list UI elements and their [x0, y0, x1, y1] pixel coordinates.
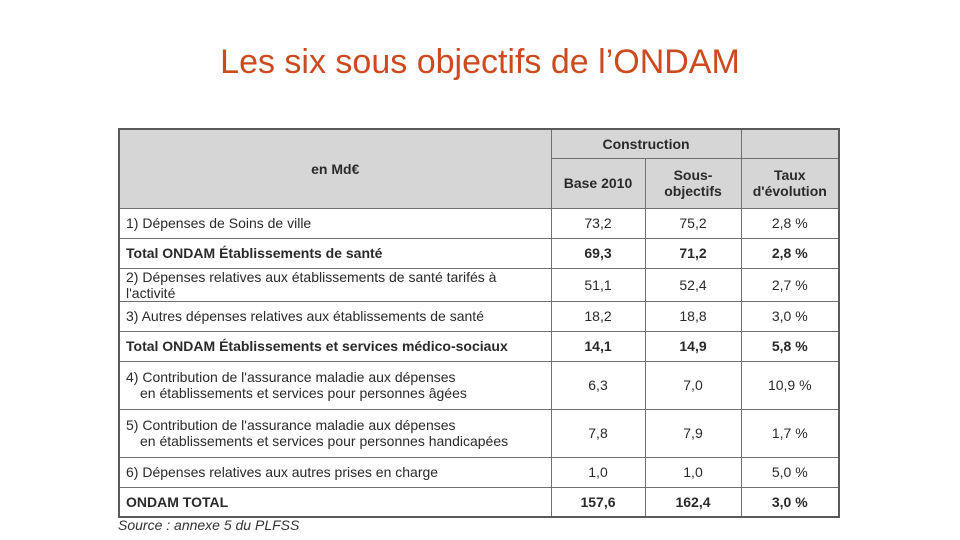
row-label-line1: 4) Contribution de l'assurance maladie a…: [126, 369, 456, 385]
row-label-line2: en établissements et services pour perso…: [140, 433, 509, 449]
row-label: ONDAM TOTAL: [118, 486, 552, 518]
table-row: 5) Contribution de l'assurance maladie a…: [118, 408, 840, 458]
sous-objectif-value: 7,9: [644, 408, 742, 458]
taux-value: 3,0 %: [740, 300, 840, 332]
table-row: 4) Contribution de l'assurance maladie a…: [118, 360, 840, 410]
base-value: 73,2: [550, 207, 646, 239]
taux-value: 5,0 %: [740, 456, 840, 488]
sous-objectifs-header: Sous-objectifs: [644, 157, 742, 209]
taux-value: 2,8 %: [740, 237, 840, 269]
row-label: 3) Autres dépenses relatives aux établis…: [118, 300, 552, 332]
taux-value: 1,7 %: [740, 408, 840, 458]
row-label: 2) Dépenses relatives aux établissements…: [118, 267, 552, 302]
table-row-total: Total ONDAM Établissements et services m…: [118, 330, 840, 362]
ondam-table: en Md€ Construction Base 2010 Sous-objec…: [118, 128, 841, 518]
slide-title: Les six sous objectifs de l’ONDAM: [220, 43, 740, 81]
row-label: 6) Dépenses relatives aux autres prises …: [118, 456, 552, 488]
table-row: 3) Autres dépenses relatives aux établis…: [118, 300, 840, 332]
construction-header: Construction: [550, 128, 742, 159]
row-label: 5) Contribution de l'assurance maladie a…: [118, 408, 552, 458]
sous-objectif-value: 71,2: [644, 237, 742, 269]
header-empty-cell: [740, 128, 840, 159]
base-2010-header: Base 2010: [550, 157, 646, 209]
row-label: Total ONDAM Établissements de santé: [118, 237, 552, 269]
sous-objectif-value: 1,0: [644, 456, 742, 488]
taux-evolution-header: Taux d'évolution: [740, 157, 840, 209]
base-value: 18,2: [550, 300, 646, 332]
row-label-line2: en établissements et services pour perso…: [140, 385, 467, 401]
taux-value: 5,8 %: [740, 330, 840, 362]
sous-objectif-value: 14,9: [644, 330, 742, 362]
unit-header: en Md€: [118, 128, 552, 209]
row-label-line1: 5) Contribution de l'assurance maladie a…: [126, 417, 456, 433]
base-value: 14,1: [550, 330, 646, 362]
table-row-grand-total: ONDAM TOTAL 157,6 162,4 3,0 %: [118, 486, 840, 518]
sous-objectif-value: 162,4: [644, 486, 742, 518]
base-value: 6,3: [550, 360, 646, 410]
table-row: 2) Dépenses relatives aux établissements…: [118, 267, 840, 302]
base-value: 7,8: [550, 408, 646, 458]
taux-value: 10,9 %: [740, 360, 840, 410]
base-value: 69,3: [550, 237, 646, 269]
sous-objectif-value: 7,0: [644, 360, 742, 410]
table-row: 6) Dépenses relatives aux autres prises …: [118, 456, 840, 488]
ondam-table-container: en Md€ Construction Base 2010 Sous-objec…: [118, 128, 841, 518]
row-label: Total ONDAM Établissements et services m…: [118, 330, 552, 362]
base-value: 51,1: [550, 267, 646, 302]
source-note: Source : annexe 5 du PLFSS: [118, 517, 300, 533]
base-value: 1,0: [550, 456, 646, 488]
taux-value: 2,8 %: [740, 207, 840, 239]
sous-objectif-value: 52,4: [644, 267, 742, 302]
base-value: 157,6: [550, 486, 646, 518]
taux-value: 3,0 %: [740, 486, 840, 518]
table-row: 1) Dépenses de Soins de ville 73,2 75,2 …: [118, 207, 840, 239]
table-row-total: Total ONDAM Établissements de santé 69,3…: [118, 237, 840, 269]
row-label: 4) Contribution de l'assurance maladie a…: [118, 360, 552, 410]
row-label: 1) Dépenses de Soins de ville: [118, 207, 552, 239]
sous-objectif-value: 75,2: [644, 207, 742, 239]
sous-objectif-value: 18,8: [644, 300, 742, 332]
taux-value: 2,7 %: [740, 267, 840, 302]
